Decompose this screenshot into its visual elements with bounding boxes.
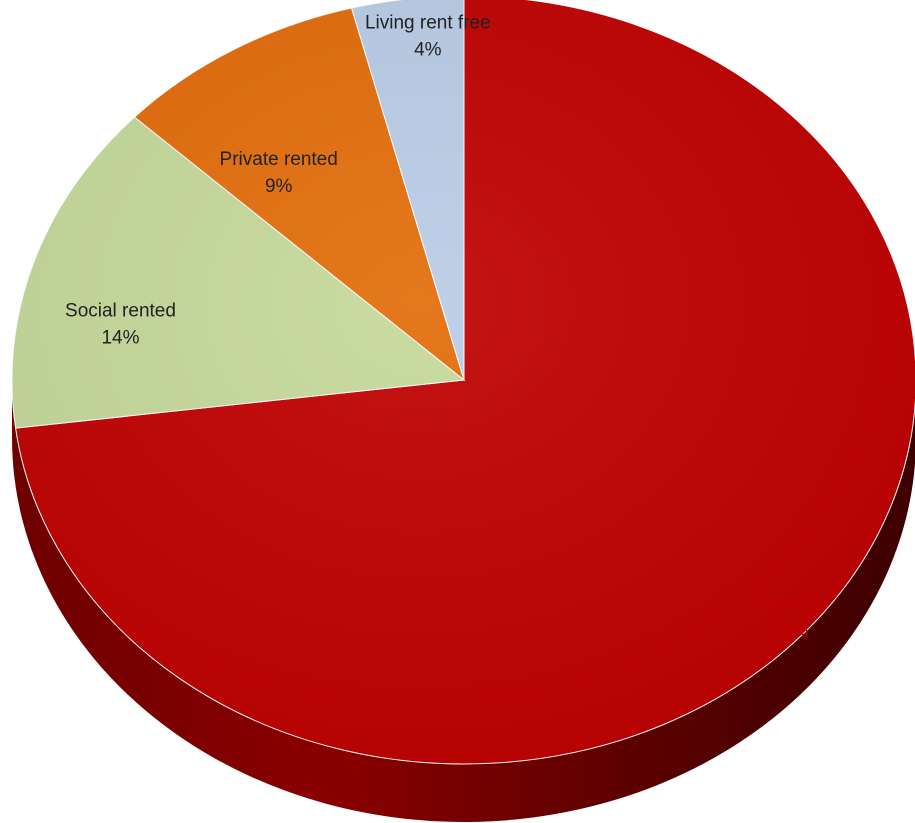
slice-value-private-rented: 9% bbox=[265, 176, 293, 197]
slice-label-living-rent-free: Living rent free bbox=[365, 13, 491, 34]
slice-value-living-rent-free: 4% bbox=[414, 40, 442, 61]
slice-label-private-rented: Private rented bbox=[220, 149, 338, 170]
pie-top-layer bbox=[11, 0, 915, 765]
slice-label-social-rented: Social rented bbox=[65, 301, 176, 322]
pie-label-layer: Owned 73% Social rented 14% Private rented 9%… bbox=[65, 13, 820, 643]
slice-value-owned: 73% bbox=[770, 621, 808, 642]
slice-label-owned: Owned bbox=[759, 594, 819, 615]
slice-value-social-rented: 14% bbox=[101, 328, 139, 349]
